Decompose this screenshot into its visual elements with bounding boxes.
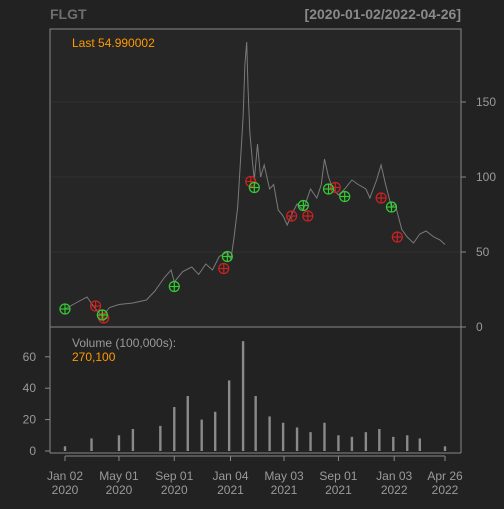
x-tick-label-year: 2021 (271, 483, 298, 497)
price-y-axis: 0 50 100 150 (461, 95, 496, 334)
buy-signal-marker (59, 303, 71, 315)
trade-signals (59, 175, 403, 324)
x-tick-label-date: Jan 03 (376, 469, 412, 483)
price-gridlines (51, 101, 460, 253)
x-tick-label-year: 2021 (217, 483, 244, 497)
buy-signal-marker (385, 201, 398, 213)
buy-signal-marker (339, 190, 351, 203)
x-tick-label-year: 2020 (52, 483, 79, 497)
x-tick-label-year: 2022 (381, 483, 408, 497)
x-tick-label-date: Sep 01 (155, 469, 193, 483)
x-tick-label-year: 2021 (325, 483, 352, 497)
x-tick-label-date: Apr 26 (427, 469, 463, 483)
price-panel (49, 28, 462, 328)
volume-y-tick-label: 20 (23, 413, 37, 427)
x-tick-label-year: 2020 (106, 483, 133, 497)
volume-y-tick-label: 60 (23, 350, 37, 364)
sell-signal-marker (89, 300, 102, 312)
sell-signal-marker (329, 181, 341, 194)
volume-y-tick-label: 0 (29, 444, 36, 458)
x-tick-label-date: May 01 (99, 469, 139, 483)
buy-signal-marker (322, 183, 335, 195)
x-tick-label-date: May 03 (264, 469, 304, 483)
sell-signal-marker (375, 192, 387, 204)
x-tick-label-year: 2022 (432, 483, 459, 497)
x-tick-label-year: 2020 (161, 483, 188, 497)
buy-signal-marker (168, 280, 180, 293)
date-range-label: [2020-01-02/2022-04-26] (305, 6, 461, 22)
sell-signal-marker (286, 210, 298, 222)
volume-legend-label: Volume (100,000s): (72, 336, 176, 350)
x-tick-label-date: Sep 01 (319, 469, 357, 483)
volume-y-tick-label: 40 (23, 381, 37, 395)
price-series-line (64, 41, 446, 318)
chart-title: FLGT (50, 6, 87, 22)
buy-signal-marker (96, 309, 108, 321)
price-y-tick-label: 100 (476, 170, 496, 184)
buy-signal-marker (297, 199, 309, 212)
volume-y-axis: 0 20 40 60 (23, 350, 50, 458)
price-y-tick-label: 50 (476, 245, 490, 259)
price-y-tick-label: 0 (476, 320, 483, 334)
sell-signal-marker (218, 262, 230, 275)
price-y-tick-label: 150 (476, 95, 496, 109)
sell-signal-marker (391, 231, 403, 243)
sell-signal-marker (302, 210, 314, 222)
volume-legend-value: 270,100 (72, 350, 116, 364)
volume-bars (63, 341, 447, 451)
buy-signal-marker (221, 250, 233, 263)
buy-signal-marker (248, 181, 260, 194)
price-legend: Last 54.990002 (72, 36, 155, 50)
x-tick-label-date: Jan 02 (47, 469, 83, 483)
x-tick-label-date: Jan 04 (212, 469, 248, 483)
